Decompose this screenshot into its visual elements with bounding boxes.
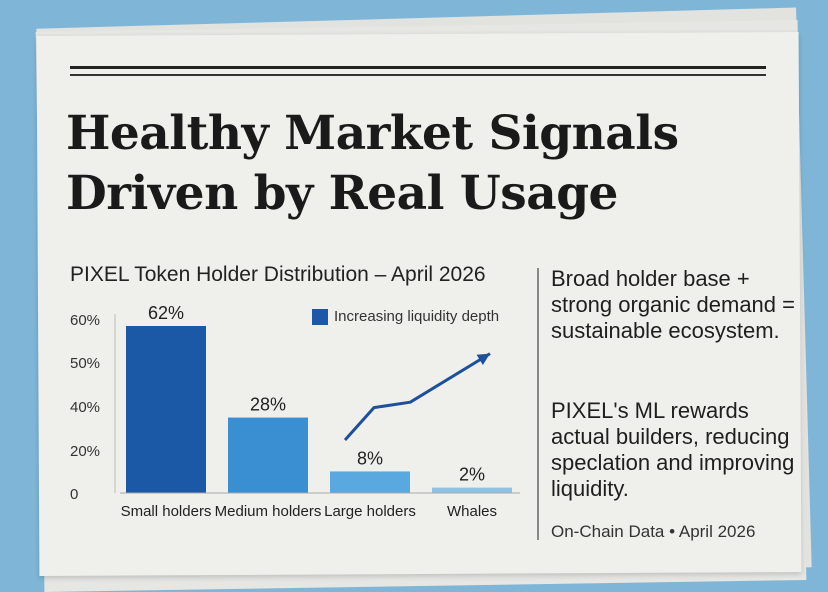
bar-2 — [228, 417, 308, 493]
y-tick-label: 20% — [70, 443, 100, 460]
y-tick-label: 0 — [70, 486, 78, 503]
bar-value-label: 8% — [357, 448, 383, 468]
legend-label: Increasing liquidity depth — [334, 308, 500, 325]
bar-value-label: 62% — [148, 303, 184, 323]
headline-line-1: Healthy Market Signals — [66, 106, 679, 161]
bar-3 — [330, 471, 410, 493]
legend-swatch — [312, 308, 328, 325]
headline-line-2: Driven by Real Usage — [66, 166, 618, 221]
y-tick-label: 40% — [70, 399, 100, 416]
bar-value-label: 28% — [250, 395, 286, 415]
y-tick-label: 50% — [70, 355, 100, 372]
x-category-label: Whales — [447, 503, 497, 520]
x-category-label: Large holders — [324, 503, 416, 520]
bar-1 — [126, 326, 206, 493]
header-rule-thin — [70, 74, 766, 76]
x-category-label: Medium holders — [215, 503, 322, 520]
bar-4 — [432, 487, 512, 493]
sidebar-paragraph-1: Broad holder base + strong organic deman… — [551, 266, 795, 343]
chart-title: PIXEL Token Holder Distribution – April … — [70, 263, 486, 286]
headline: Healthy Market Signals Driven by Real Us… — [66, 104, 786, 224]
bar-chart: 0 20% 40% 50% 60% 62% Small holders 28% Medium h… — [70, 303, 520, 520]
x-category-label: Small holders — [121, 503, 212, 520]
bar-value-label: 2% — [459, 465, 485, 485]
header-rule-thick — [70, 66, 766, 69]
column-divider — [537, 268, 539, 540]
chart-legend: Increasing liquidity depth — [312, 308, 499, 325]
trend-arrowhead — [476, 353, 490, 365]
footer-caption: On-Chain Data • April 2026 — [551, 522, 756, 541]
y-tick-label: 60% — [70, 312, 100, 329]
trend-line — [343, 352, 491, 442]
sidebar-paragraph-2: PIXEL's ML rewards actual builders, redu… — [551, 398, 795, 501]
